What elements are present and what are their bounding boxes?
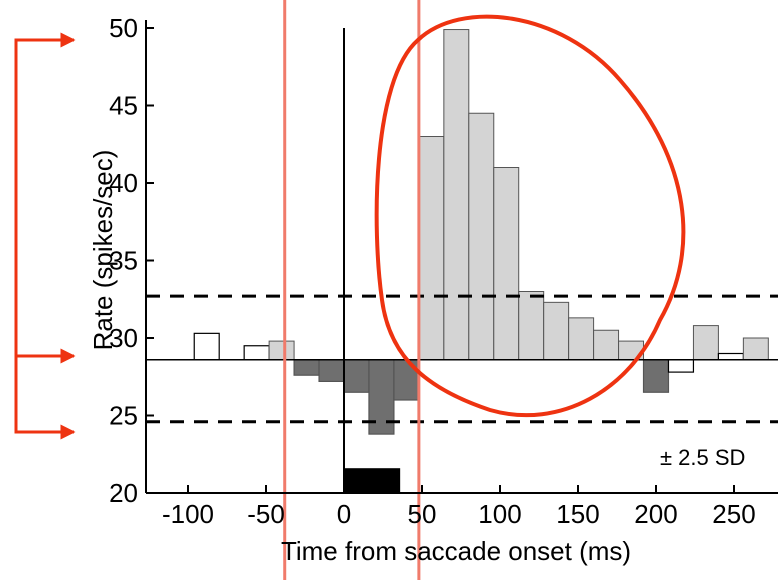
y-tick-label: 45 bbox=[109, 91, 138, 121]
bracket-line bbox=[14, 38, 28, 434]
x-tick-label: 50 bbox=[408, 499, 437, 529]
y-axis-title: Rate (spikes/sec) bbox=[88, 150, 118, 351]
peak-outline bbox=[374, 14, 686, 418]
x-tick-label: 150 bbox=[556, 499, 599, 529]
y-tick-label: 50 bbox=[109, 13, 138, 43]
x-axis-title: Time from saccade onset (ms) bbox=[281, 536, 631, 566]
axes: 20 25 30 35 40 45 50 -100 -50 0 50 100 150 200 250 bbox=[109, 13, 778, 529]
y-tick-label: 30 bbox=[109, 323, 138, 353]
histogram-bar bbox=[692, 325, 719, 361]
x-tick-label: 250 bbox=[712, 499, 755, 529]
histogram-bar bbox=[642, 359, 670, 393]
histogram-bar bbox=[543, 301, 570, 361]
histogram-bar bbox=[293, 359, 320, 376]
sd-label: ± 2.5 SD bbox=[660, 445, 745, 470]
histogram-bar bbox=[393, 359, 420, 401]
histogram-bar bbox=[568, 317, 595, 361]
y-tick-label: 35 bbox=[109, 246, 138, 276]
histogram-bar bbox=[667, 359, 695, 373]
x-tick-label: 0 bbox=[337, 499, 351, 529]
saccade-duration-bar bbox=[344, 468, 401, 493]
histogram-bar bbox=[742, 337, 769, 361]
x-tick-label: -50 bbox=[247, 499, 285, 529]
histogram-bar bbox=[243, 345, 270, 361]
red-annotations bbox=[14, 14, 686, 440]
histogram-bar bbox=[343, 359, 370, 393]
histogram-bar bbox=[418, 136, 445, 361]
histogram-bar bbox=[318, 359, 345, 383]
x-tick-label: -100 bbox=[162, 499, 214, 529]
y-tick-label: 25 bbox=[109, 401, 138, 431]
histogram-bar bbox=[468, 112, 495, 361]
histogram-bar bbox=[593, 329, 620, 361]
histogram-bar bbox=[717, 352, 744, 361]
reference-lines bbox=[146, 0, 778, 580]
y-tick-label: 40 bbox=[109, 168, 138, 198]
y-tick-label: 20 bbox=[109, 478, 138, 508]
histogram-bar bbox=[193, 332, 220, 361]
histogram-bar bbox=[268, 340, 295, 361]
histogram-bar bbox=[493, 167, 520, 361]
x-tick-label: 100 bbox=[478, 499, 521, 529]
x-tick-label: 200 bbox=[634, 499, 677, 529]
histogram-bar bbox=[518, 291, 545, 361]
histogram-bar bbox=[443, 29, 470, 361]
